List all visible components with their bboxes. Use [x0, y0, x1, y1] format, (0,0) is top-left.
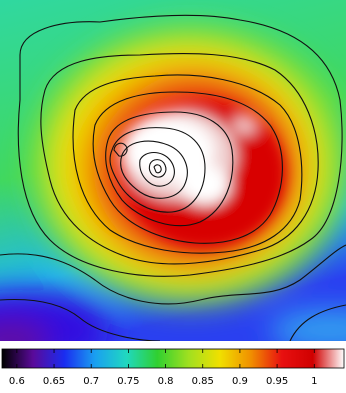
colorbar-tick-label: 0.9 [232, 376, 248, 387]
colorbar-tick-label: 0.65 [43, 376, 65, 387]
colorbar-tick-label: 0.85 [192, 376, 214, 387]
colorbar-tick-label: 0.7 [83, 376, 99, 387]
heat-image [0, 0, 346, 341]
colorbar-tick-label: 0.6 [9, 376, 25, 387]
colorbar-tick-label: 0.95 [266, 376, 288, 387]
colorbar-tick-label: 0.8 [158, 376, 174, 387]
colorbar [1, 348, 345, 369]
colorbar-tick-label: 1 [311, 376, 317, 387]
contours [0, 14, 346, 341]
colorbar-tick-label: 0.75 [117, 376, 139, 387]
